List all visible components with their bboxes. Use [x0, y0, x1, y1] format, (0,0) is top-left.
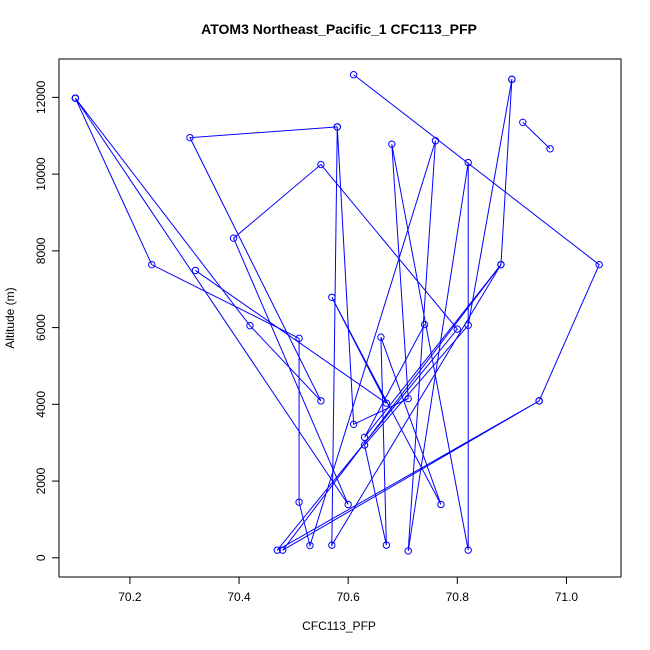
data-point	[437, 500, 445, 509]
data-point	[535, 397, 543, 405]
data-point	[295, 334, 303, 343]
y-axis-label: Altitude (m)	[3, 287, 17, 348]
data-point	[388, 140, 396, 148]
series-line	[353, 74, 600, 402]
series-line	[364, 79, 513, 438]
y-axis: 0 2000 4000 6000 8000 10000 12000	[34, 80, 60, 561]
x-tick-label: 71.0	[555, 590, 579, 604]
data-point	[328, 541, 336, 549]
x-axis: 70.2 70.4 70.6 70.8 71.0	[118, 576, 579, 604]
series-4	[519, 118, 554, 153]
data-point	[328, 293, 336, 301]
data-point	[464, 158, 472, 167]
y-tick-label: 0	[34, 554, 48, 561]
data-point	[453, 325, 462, 333]
data-point	[382, 399, 391, 407]
x-tick-label: 70.2	[118, 590, 142, 604]
y-tick-label: 8000	[34, 237, 48, 264]
series-1	[71, 94, 543, 555]
data-point	[279, 546, 287, 554]
data-point	[360, 441, 369, 449]
x-tick-label: 70.8	[446, 590, 470, 604]
x-tick-label: 70.6	[337, 590, 361, 604]
series-2	[349, 71, 603, 405]
chart-title: ATOM3 Northeast_Pacific_1 CFC113_PFP	[201, 21, 477, 37]
data-point	[246, 321, 254, 330]
data-point	[349, 71, 358, 79]
data-point	[229, 234, 238, 242]
data-point	[404, 547, 412, 555]
series-line	[74, 97, 540, 551]
data-point	[464, 546, 472, 554]
data-point	[377, 333, 385, 341]
data-point	[273, 546, 281, 554]
data-point	[595, 260, 603, 269]
y-tick-label: 6000	[34, 314, 48, 341]
data-point	[508, 75, 516, 84]
y-tick-label: 4000	[34, 391, 48, 418]
x-axis-label: CFC113_PFP	[302, 619, 376, 633]
data-point	[382, 541, 391, 549]
data-point	[306, 541, 314, 550]
series-line	[522, 121, 551, 150]
data-point	[317, 397, 325, 405]
series-5	[191, 75, 516, 549]
data-point	[344, 500, 352, 509]
data-point	[546, 145, 554, 153]
plot-frame	[58, 58, 622, 578]
data-point	[497, 260, 505, 269]
y-tick-label: 12000	[34, 80, 48, 114]
series-3	[360, 75, 516, 442]
x-tick-label: 70.4	[227, 590, 251, 604]
series-line	[195, 79, 513, 546]
data-point	[317, 160, 325, 169]
data-point	[420, 320, 429, 329]
data-point	[71, 94, 80, 102]
data-point	[519, 118, 527, 127]
data-point	[148, 260, 156, 269]
series-layer	[71, 71, 603, 555]
y-tick-label: 10000	[34, 157, 48, 191]
data-point	[360, 433, 369, 442]
data-point	[349, 420, 358, 428]
data-point	[464, 321, 472, 329]
data-point	[191, 266, 200, 275]
data-point	[186, 133, 194, 142]
y-tick-label: 2000	[34, 467, 48, 494]
data-point	[295, 498, 303, 506]
data-point	[333, 123, 341, 131]
